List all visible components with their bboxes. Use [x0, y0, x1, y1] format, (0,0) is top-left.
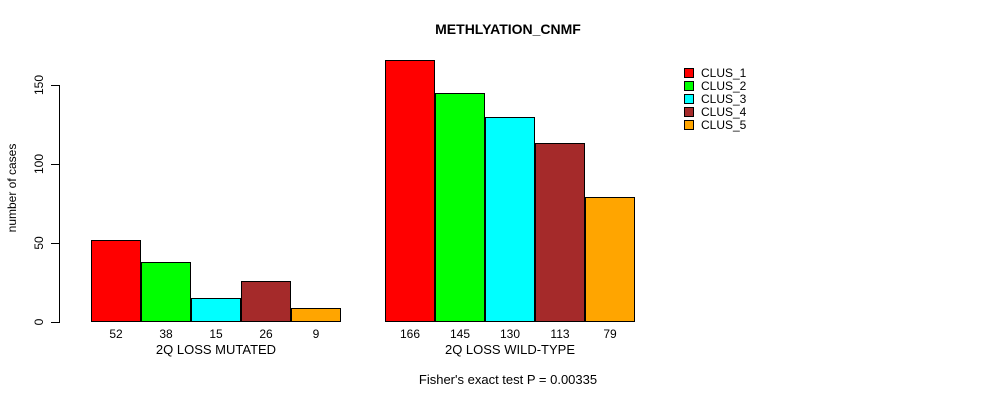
- bar-value-label: 166: [399, 327, 421, 341]
- bar-value-label: 79: [603, 327, 617, 341]
- legend-swatch: [684, 93, 694, 104]
- bar-value-label: 52: [109, 327, 123, 341]
- y-tick-label: 0: [32, 318, 46, 326]
- footer-note: Fisher's exact test P = 0.00335: [418, 372, 598, 387]
- y-tick: [51, 85, 59, 86]
- y-tick: [51, 164, 59, 165]
- legend: CLUS_1 CLUS_2 CLUS_3 CLUS_4 CLUS_5: [684, 65, 747, 132]
- bar-value-label: 26: [259, 327, 273, 341]
- legend-item: CLUS_5: [684, 117, 747, 132]
- legend-label: CLUS_5: [701, 117, 747, 132]
- y-tick-label: 50: [32, 236, 46, 250]
- y-tick-label: 150: [32, 74, 46, 96]
- bar: [291, 307, 341, 322]
- bar: [91, 239, 141, 322]
- category-label: 2Q LOSS MUTATED: [155, 342, 277, 357]
- bar-value-label: 145: [449, 327, 471, 341]
- legend-item: CLUS_2: [684, 78, 747, 93]
- bar-value-label: 9: [312, 327, 320, 341]
- bar: [585, 197, 635, 322]
- legend-swatch: [684, 106, 694, 117]
- legend-label: CLUS_3: [701, 91, 747, 106]
- chart-title: METHLYATION_CNMF: [435, 21, 581, 37]
- legend-label: CLUS_1: [701, 65, 747, 80]
- legend-label: CLUS_4: [701, 104, 747, 119]
- bar: [485, 116, 535, 322]
- bar: [141, 261, 191, 322]
- bar-value-label: 130: [499, 327, 521, 341]
- bar: [535, 143, 585, 322]
- y-tick: [51, 322, 59, 323]
- bar: [191, 298, 241, 322]
- y-axis-label: number of cases: [5, 143, 19, 233]
- legend-swatch: [684, 119, 694, 130]
- legend-swatch: [684, 80, 694, 91]
- legend-label: CLUS_2: [701, 78, 747, 93]
- y-axis-line: [59, 85, 60, 323]
- bar-value-label: 113: [550, 327, 570, 341]
- legend-item: CLUS_3: [684, 91, 747, 106]
- legend-item: CLUS_1: [684, 65, 747, 80]
- category-label: 2Q LOSS WILD-TYPE: [444, 342, 576, 357]
- y-tick-label: 100: [32, 153, 46, 175]
- bar-value-label: 38: [159, 327, 173, 341]
- legend-swatch: [684, 67, 694, 78]
- bar: [385, 59, 435, 322]
- legend-item: CLUS_4: [684, 104, 747, 119]
- bar: [241, 280, 291, 322]
- y-tick: [51, 243, 59, 244]
- bar-value-label: 15: [209, 327, 223, 341]
- bar: [435, 92, 485, 322]
